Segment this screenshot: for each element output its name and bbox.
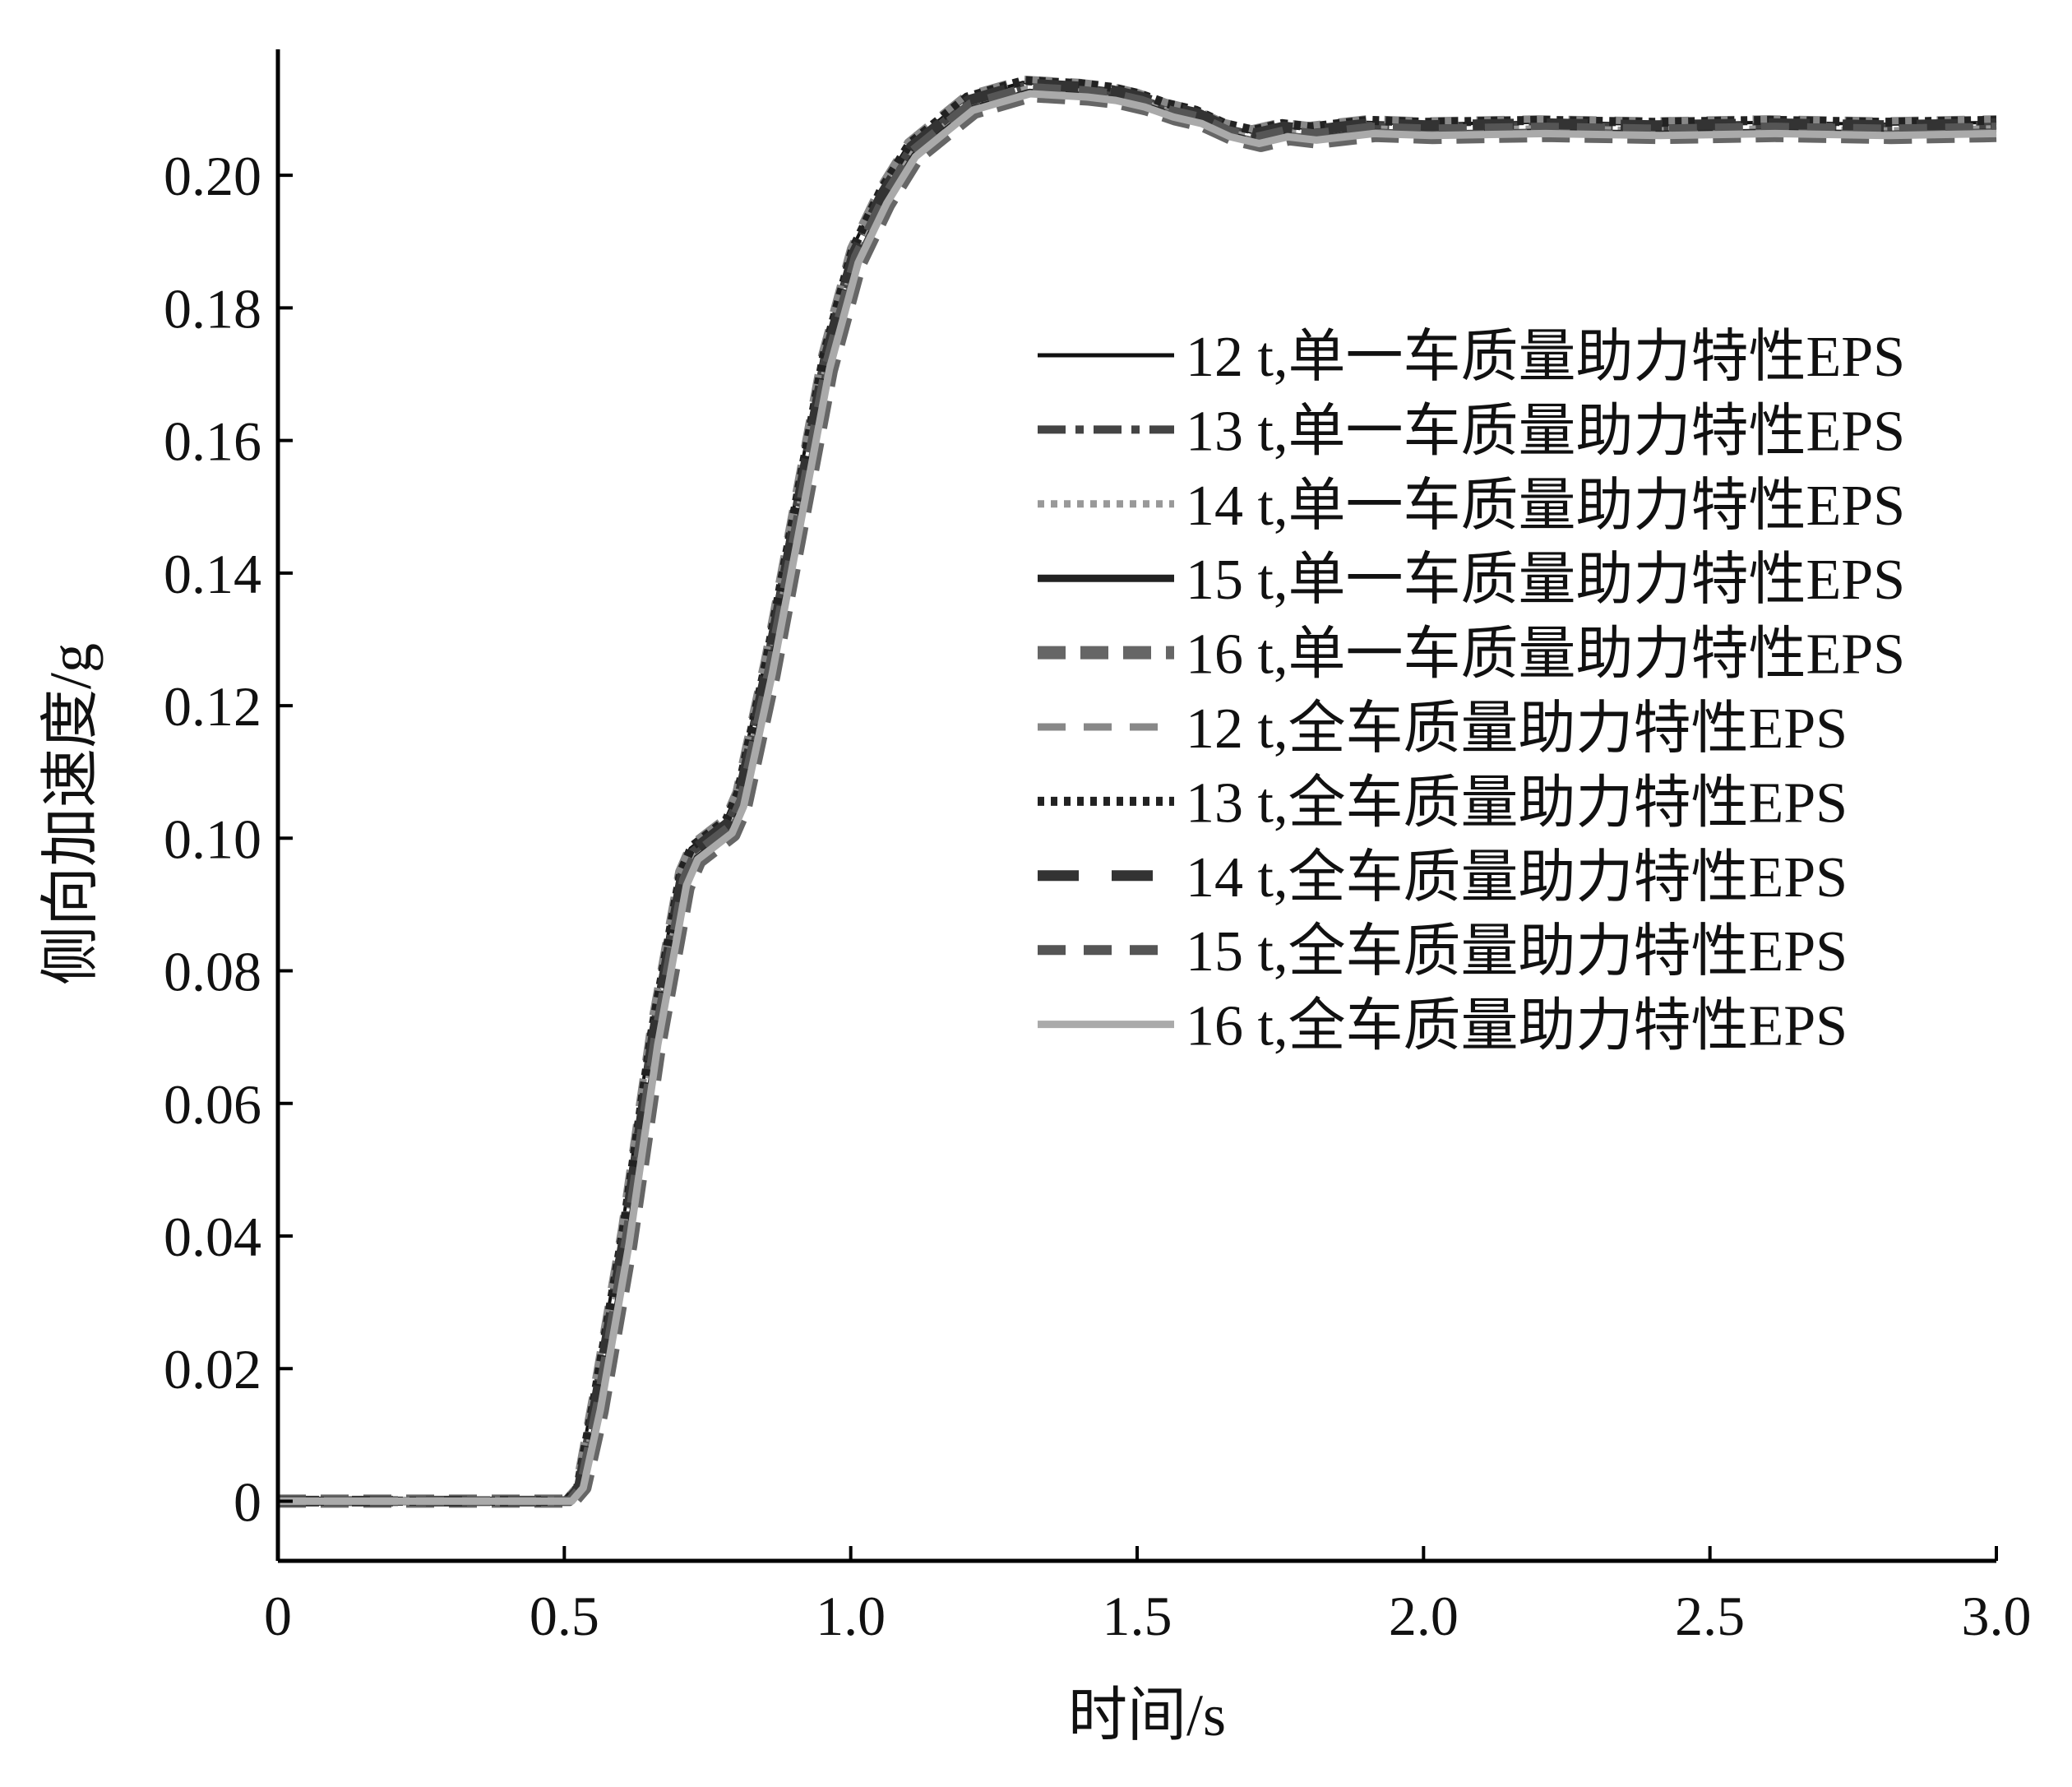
y-tick-label: 0.12: [164, 675, 261, 738]
y-tick-label: 0.10: [164, 808, 261, 870]
legend-label: 16 t,全车质量助力特性EPS: [1186, 995, 1848, 1058]
legend-label: 15 t,全车质量助力特性EPS: [1186, 920, 1848, 984]
legend: 12 t,单一车质量助力特性EPS 13 t,单一车质量助力特性EPS 14 t,单…: [1038, 326, 1905, 1058]
legend-label: 14 t,全车质量助力特性EPS: [1186, 846, 1848, 910]
x-tick-label: 0: [264, 1585, 292, 1647]
x-tick-label: 2.5: [1675, 1585, 1745, 1647]
y-tick-label: 0.08: [164, 941, 261, 1003]
ticks: 0 0.5 1.0 1.5 2.0 2.5 3.0 0 0.02 0.04 0.06 0.08 0.10…: [164, 145, 2032, 1647]
x-tick-label: 0.5: [530, 1585, 599, 1647]
x-tick-label: 3.0: [1962, 1585, 2032, 1647]
series-layer: [278, 75, 1997, 1508]
y-tick-label: 0.16: [164, 410, 261, 473]
y-tick-label: 0.14: [164, 543, 261, 605]
x-axis-label: 时间/s: [1068, 1683, 1226, 1748]
legend-label: 13 t,全车质量助力特性EPS: [1186, 771, 1848, 835]
y-tick-label: 0.04: [164, 1206, 261, 1268]
x-tick-label: 1.5: [1103, 1585, 1172, 1647]
y-axis-label: 侧向加速度/g: [38, 643, 104, 985]
legend-label: 12 t,全车质量助力特性EPS: [1186, 697, 1848, 761]
legend-label: 12 t,单一车质量助力特性EPS: [1186, 326, 1905, 389]
y-tick-label: 0.18: [164, 277, 261, 340]
x-tick-label: 2.0: [1389, 1585, 1459, 1647]
y-tick-label: 0.02: [164, 1338, 261, 1400]
legend-label: 15 t,单一车质量助力特性EPS: [1186, 549, 1905, 612]
series-line: [278, 90, 1997, 1505]
legend-label: 13 t,单一车质量助力特性EPS: [1186, 400, 1905, 463]
legend-label: 14 t,单一车质量助力特性EPS: [1186, 475, 1905, 538]
x-tick-label: 1.0: [816, 1585, 886, 1647]
y-tick-label: 0.06: [164, 1073, 261, 1136]
legend-label: 16 t,单一车质量助力特性EPS: [1186, 623, 1905, 687]
y-tick-label: 0.20: [164, 145, 261, 207]
y-tick-label: 0: [234, 1470, 261, 1533]
